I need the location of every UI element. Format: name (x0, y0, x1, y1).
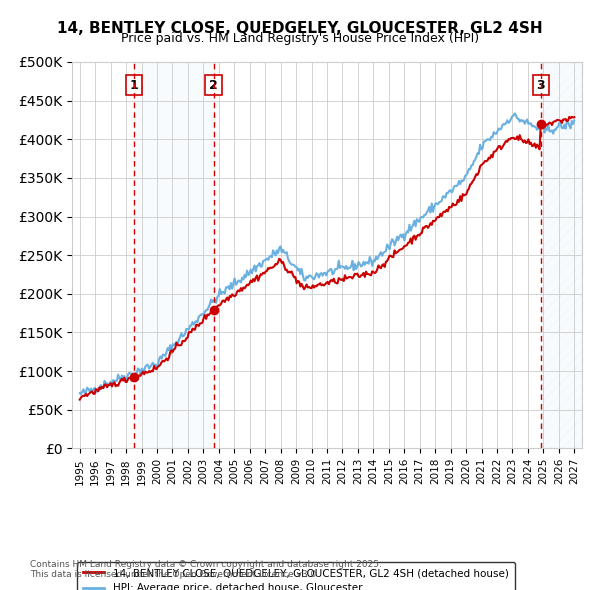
Text: Contains HM Land Registry data © Crown copyright and database right 2025.
This d: Contains HM Land Registry data © Crown c… (30, 560, 382, 579)
Text: 3: 3 (536, 78, 545, 91)
Bar (134, 62, 214, 448)
Text: Price paid vs. HM Land Registry's House Price Index (HPI): Price paid vs. HM Land Registry's House … (121, 32, 479, 45)
Text: 14, BENTLEY CLOSE, QUEDGELEY, GLOUCESTER, GL2 4SH: 14, BENTLEY CLOSE, QUEDGELEY, GLOUCESTER… (57, 21, 543, 35)
Legend: 14, BENTLEY CLOSE, QUEDGELEY, GLOUCESTER, GL2 4SH (detached house), HPI: Average: 14, BENTLEY CLOSE, QUEDGELEY, GLOUCESTER… (77, 562, 515, 590)
Text: 1: 1 (129, 78, 138, 91)
Text: 2: 2 (209, 78, 218, 91)
Bar (541, 62, 582, 448)
